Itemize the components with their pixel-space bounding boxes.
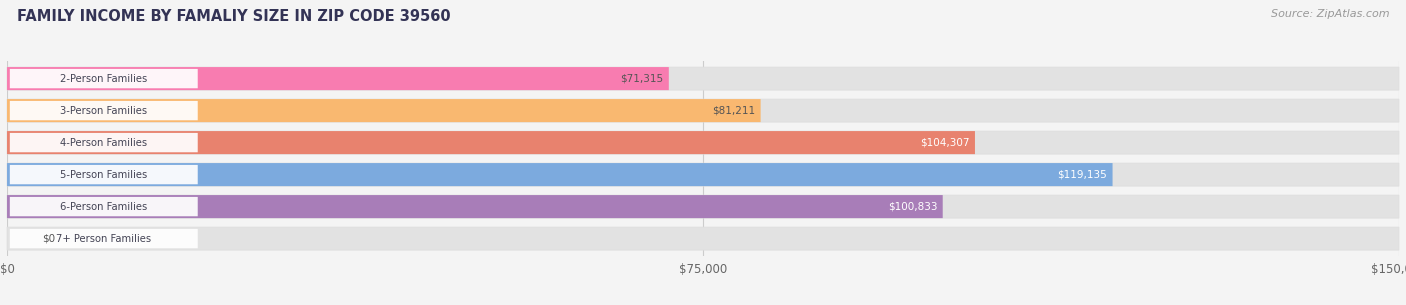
Text: 5-Person Families: 5-Person Families [60,170,148,180]
Text: 3-Person Families: 3-Person Families [60,106,148,116]
Text: $104,307: $104,307 [920,138,969,148]
Text: 7+ Person Families: 7+ Person Families [56,234,152,244]
FancyBboxPatch shape [10,133,198,152]
FancyBboxPatch shape [7,195,1399,218]
Text: $71,315: $71,315 [620,74,664,84]
Text: $100,833: $100,833 [887,202,938,212]
FancyBboxPatch shape [7,195,942,218]
FancyBboxPatch shape [10,229,198,248]
FancyBboxPatch shape [7,131,974,154]
Text: 2-Person Families: 2-Person Families [60,74,148,84]
FancyBboxPatch shape [7,99,1399,122]
FancyBboxPatch shape [7,67,1399,90]
Text: $0: $0 [42,234,55,244]
Text: 4-Person Families: 4-Person Families [60,138,148,148]
FancyBboxPatch shape [7,99,761,122]
FancyBboxPatch shape [7,67,669,90]
Text: 6-Person Families: 6-Person Families [60,202,148,212]
FancyBboxPatch shape [7,163,1399,186]
FancyBboxPatch shape [10,197,198,216]
Text: $81,211: $81,211 [711,106,755,116]
Text: Source: ZipAtlas.com: Source: ZipAtlas.com [1271,9,1389,19]
FancyBboxPatch shape [7,227,1399,250]
Text: $119,135: $119,135 [1057,170,1107,180]
FancyBboxPatch shape [7,163,1112,186]
FancyBboxPatch shape [10,69,198,88]
FancyBboxPatch shape [7,131,1399,154]
FancyBboxPatch shape [10,165,198,184]
Text: FAMILY INCOME BY FAMALIY SIZE IN ZIP CODE 39560: FAMILY INCOME BY FAMALIY SIZE IN ZIP COD… [17,9,450,24]
FancyBboxPatch shape [10,101,198,120]
